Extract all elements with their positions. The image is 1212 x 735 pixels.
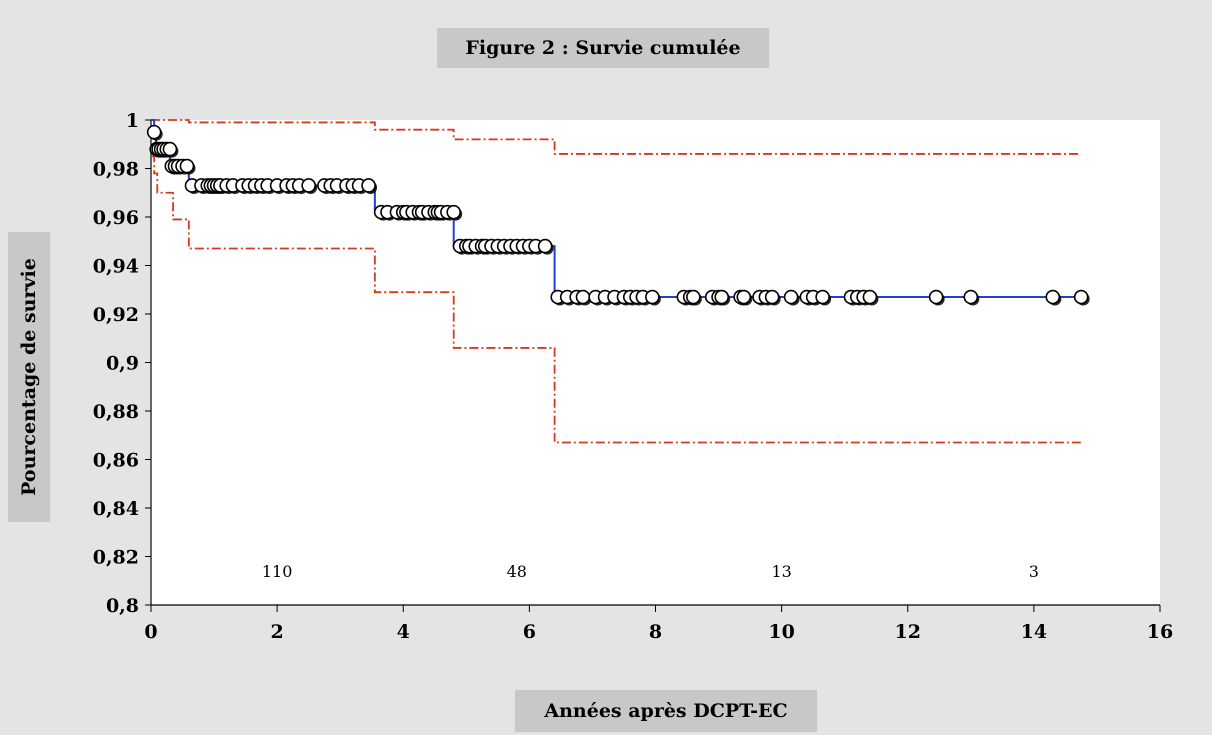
y-tick-label: 0,96 (93, 207, 139, 229)
x-tick-label: 2 (271, 621, 284, 643)
censor-marker (162, 141, 178, 157)
y-tick-label: 0,92 (93, 304, 139, 326)
censor-marker (783, 289, 799, 305)
censor-marker (928, 289, 944, 305)
censor-marker (361, 178, 376, 193)
x-tick-label: 0 (144, 621, 157, 643)
y-tick-label: 0,86 (93, 450, 139, 472)
y-tick-label: 0,98 (93, 159, 139, 181)
y-tick-label: 1 (126, 110, 139, 132)
censor-marker (764, 289, 780, 305)
y-tick-label: 0,82 (93, 547, 139, 569)
upper-confidence-line (151, 119, 1082, 155)
x-tick-label: 12 (895, 621, 921, 643)
censor-marker (714, 289, 730, 305)
plot-area (150, 120, 1160, 605)
x-tick-label: 14 (1021, 621, 1047, 643)
y-tick-label: 0,8 (106, 595, 139, 617)
censor-marker (146, 124, 162, 140)
at-risk-label: 110 (262, 562, 293, 581)
censor-marker (963, 289, 979, 305)
censor-marker (645, 289, 660, 305)
y-tick-label: 0,9 (106, 353, 139, 375)
lower-confidence-line (151, 155, 1082, 444)
censor-marker (736, 289, 752, 305)
x-tick-label: 4 (397, 621, 410, 643)
at-risk-label: 3 (1029, 562, 1039, 581)
y-tick-label: 0,84 (93, 498, 139, 520)
x-tick-label: 8 (649, 621, 662, 643)
censor-marker (1073, 289, 1089, 305)
chart-title: Figure 2 : Survie cumulée (437, 28, 769, 68)
censor-marker (179, 158, 195, 174)
x-tick-label: 10 (768, 621, 794, 643)
censor-marker (862, 289, 878, 305)
censor-marker (575, 289, 591, 305)
censor-marker (686, 289, 701, 305)
censor-marker (815, 289, 830, 305)
censor-marker (446, 204, 462, 220)
censor-marker (537, 238, 553, 254)
at-risk-label: 13 (771, 562, 791, 581)
x-axis-label: Années après DCPT-EC (515, 690, 817, 732)
censor-marker (301, 178, 316, 193)
y-axis-label-box: Pourcentage de survie (8, 232, 50, 522)
y-tick-label: 0,94 (93, 256, 139, 278)
y-tick-label: 0,88 (93, 401, 139, 423)
x-tick-label: 16 (1147, 621, 1173, 643)
x-tick-label: 6 (523, 621, 536, 643)
censor-marker (1045, 289, 1061, 305)
at-risk-label: 48 (507, 562, 527, 581)
